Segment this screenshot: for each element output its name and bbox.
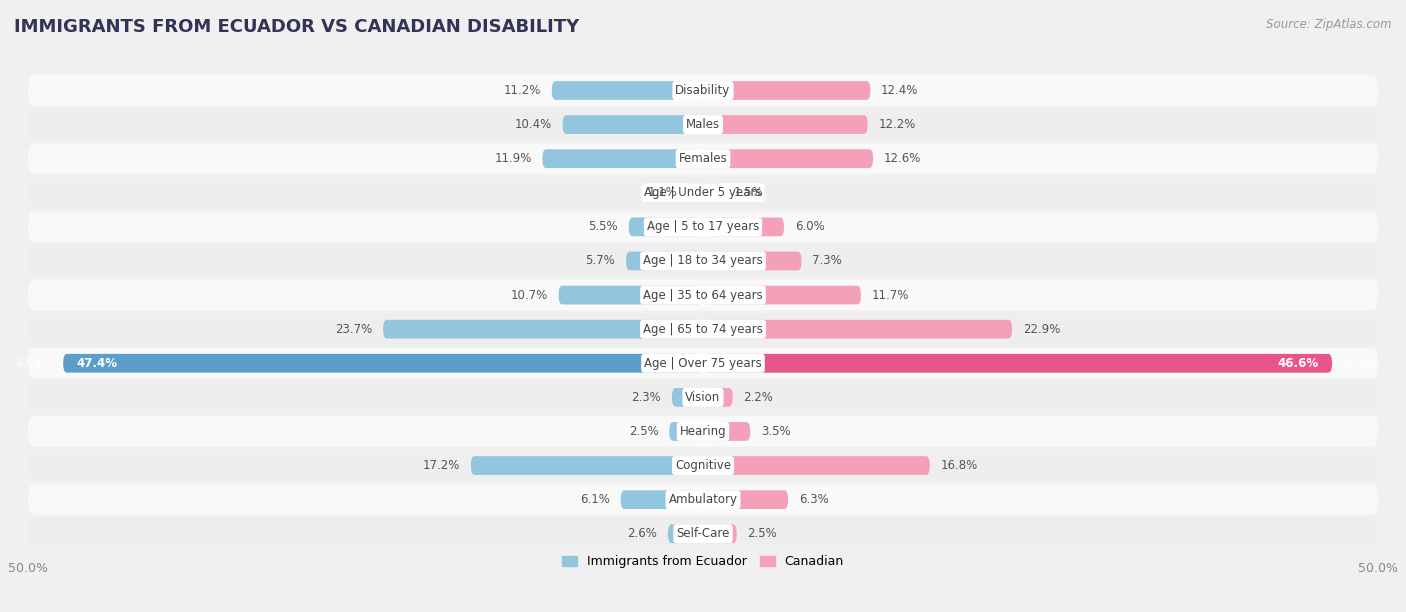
Text: 12.4%: 12.4% xyxy=(882,84,918,97)
FancyBboxPatch shape xyxy=(688,184,703,202)
FancyBboxPatch shape xyxy=(669,422,703,441)
FancyBboxPatch shape xyxy=(28,314,1378,345)
Text: Disability: Disability xyxy=(675,84,731,97)
FancyBboxPatch shape xyxy=(28,450,1378,481)
FancyBboxPatch shape xyxy=(703,81,870,100)
FancyBboxPatch shape xyxy=(28,484,1378,515)
Text: 6.1%: 6.1% xyxy=(581,493,610,506)
FancyBboxPatch shape xyxy=(28,348,1378,379)
FancyBboxPatch shape xyxy=(703,456,929,475)
FancyBboxPatch shape xyxy=(703,252,801,271)
FancyBboxPatch shape xyxy=(28,212,1378,242)
FancyBboxPatch shape xyxy=(28,75,1378,106)
Text: Self-Care: Self-Care xyxy=(676,528,730,540)
Text: 47.4%: 47.4% xyxy=(77,357,118,370)
FancyBboxPatch shape xyxy=(703,320,1012,338)
FancyBboxPatch shape xyxy=(703,184,723,202)
Text: 17.2%: 17.2% xyxy=(423,459,460,472)
FancyBboxPatch shape xyxy=(28,416,1378,447)
FancyBboxPatch shape xyxy=(703,388,733,407)
FancyBboxPatch shape xyxy=(703,524,737,543)
FancyBboxPatch shape xyxy=(28,280,1378,310)
Text: 2.6%: 2.6% xyxy=(627,528,657,540)
Text: 46.6%: 46.6% xyxy=(1278,357,1319,370)
FancyBboxPatch shape xyxy=(63,354,703,373)
Text: 1.5%: 1.5% xyxy=(734,186,763,200)
FancyBboxPatch shape xyxy=(703,490,787,509)
FancyBboxPatch shape xyxy=(28,109,1378,140)
Text: 5.7%: 5.7% xyxy=(585,255,616,267)
Text: Vision: Vision xyxy=(685,391,721,404)
Text: 6.3%: 6.3% xyxy=(799,493,828,506)
Text: 46.6%: 46.6% xyxy=(1343,357,1381,370)
Text: Age | 18 to 34 years: Age | 18 to 34 years xyxy=(643,255,763,267)
Text: Age | Over 75 years: Age | Over 75 years xyxy=(644,357,762,370)
Text: 23.7%: 23.7% xyxy=(335,323,373,335)
FancyBboxPatch shape xyxy=(703,286,860,304)
Text: 10.7%: 10.7% xyxy=(510,289,548,302)
FancyBboxPatch shape xyxy=(668,524,703,543)
Text: 11.2%: 11.2% xyxy=(503,84,541,97)
FancyBboxPatch shape xyxy=(471,456,703,475)
Text: 2.2%: 2.2% xyxy=(744,391,773,404)
FancyBboxPatch shape xyxy=(703,115,868,134)
Legend: Immigrants from Ecuador, Canadian: Immigrants from Ecuador, Canadian xyxy=(557,550,849,573)
Text: 12.6%: 12.6% xyxy=(884,152,921,165)
Text: 16.8%: 16.8% xyxy=(941,459,977,472)
Text: 3.5%: 3.5% xyxy=(761,425,790,438)
Text: 7.3%: 7.3% xyxy=(813,255,842,267)
FancyBboxPatch shape xyxy=(626,252,703,271)
Text: 5.5%: 5.5% xyxy=(588,220,619,233)
FancyBboxPatch shape xyxy=(28,245,1378,276)
Text: Ambulatory: Ambulatory xyxy=(668,493,738,506)
FancyBboxPatch shape xyxy=(703,354,1331,373)
Text: Source: ZipAtlas.com: Source: ZipAtlas.com xyxy=(1267,18,1392,31)
Text: Age | 35 to 64 years: Age | 35 to 64 years xyxy=(643,289,763,302)
Text: Cognitive: Cognitive xyxy=(675,459,731,472)
Text: 1.1%: 1.1% xyxy=(648,186,678,200)
FancyBboxPatch shape xyxy=(703,217,785,236)
FancyBboxPatch shape xyxy=(703,149,873,168)
Text: 11.9%: 11.9% xyxy=(494,152,531,165)
Text: 2.3%: 2.3% xyxy=(631,391,661,404)
Text: Age | Under 5 years: Age | Under 5 years xyxy=(644,186,762,200)
FancyBboxPatch shape xyxy=(558,286,703,304)
FancyBboxPatch shape xyxy=(620,490,703,509)
FancyBboxPatch shape xyxy=(28,382,1378,412)
Text: 6.0%: 6.0% xyxy=(794,220,824,233)
Text: Age | 65 to 74 years: Age | 65 to 74 years xyxy=(643,323,763,335)
FancyBboxPatch shape xyxy=(551,81,703,100)
Text: 11.7%: 11.7% xyxy=(872,289,910,302)
FancyBboxPatch shape xyxy=(28,143,1378,174)
Text: Hearing: Hearing xyxy=(679,425,727,438)
FancyBboxPatch shape xyxy=(28,177,1378,208)
Text: Age | 5 to 17 years: Age | 5 to 17 years xyxy=(647,220,759,233)
Text: 2.5%: 2.5% xyxy=(748,528,778,540)
FancyBboxPatch shape xyxy=(382,320,703,338)
Text: 22.9%: 22.9% xyxy=(1024,323,1060,335)
Text: IMMIGRANTS FROM ECUADOR VS CANADIAN DISABILITY: IMMIGRANTS FROM ECUADOR VS CANADIAN DISA… xyxy=(14,18,579,36)
FancyBboxPatch shape xyxy=(703,422,751,441)
FancyBboxPatch shape xyxy=(543,149,703,168)
Text: 2.5%: 2.5% xyxy=(628,425,658,438)
Text: 12.2%: 12.2% xyxy=(879,118,915,131)
Text: Males: Males xyxy=(686,118,720,131)
Text: 47.4%: 47.4% xyxy=(15,357,52,370)
FancyBboxPatch shape xyxy=(628,217,703,236)
Text: 10.4%: 10.4% xyxy=(515,118,551,131)
FancyBboxPatch shape xyxy=(672,388,703,407)
FancyBboxPatch shape xyxy=(28,518,1378,549)
FancyBboxPatch shape xyxy=(562,115,703,134)
Text: Females: Females xyxy=(679,152,727,165)
